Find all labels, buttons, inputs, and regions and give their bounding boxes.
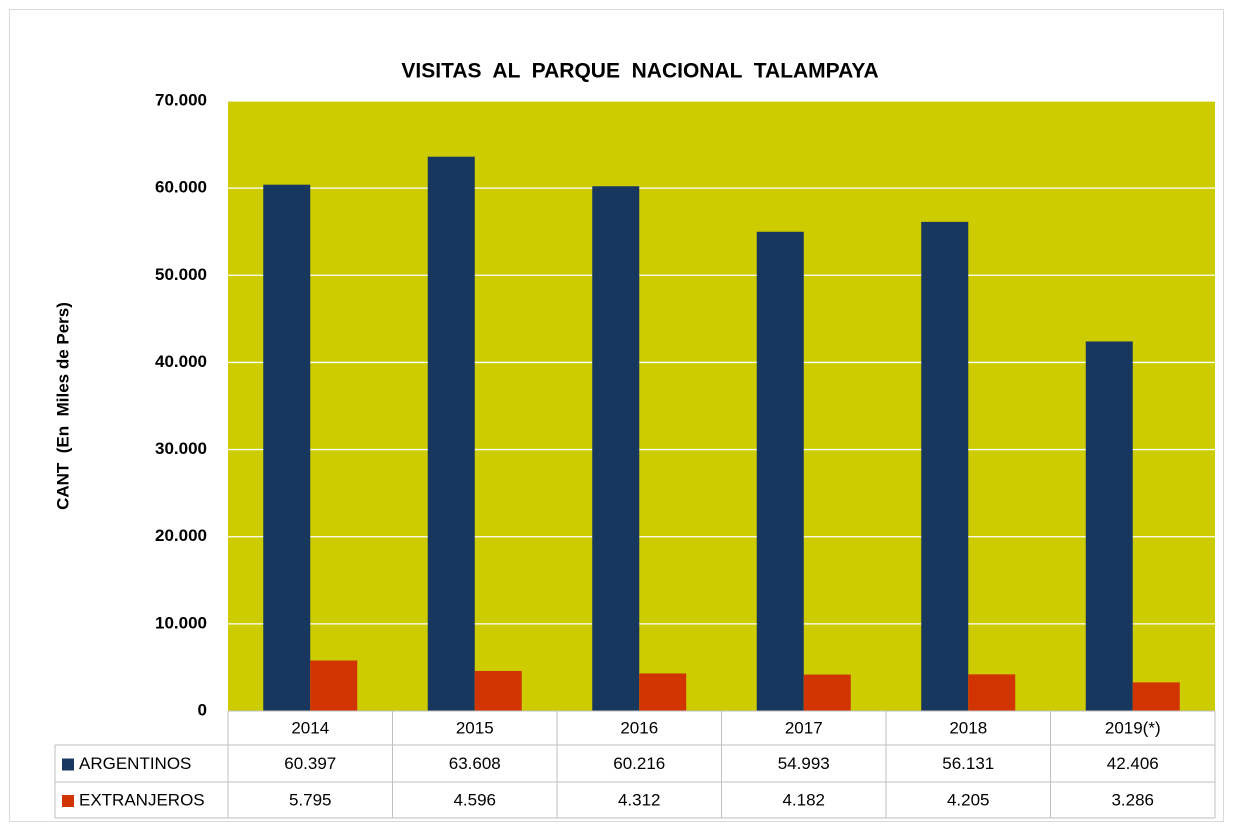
x-tick-label: 2018 (949, 718, 987, 737)
table-value: 54.993 (778, 754, 830, 773)
y-tick-label: 50.000 (155, 265, 207, 284)
table-value: 42.406 (1107, 754, 1159, 773)
y-tick-label: 30.000 (155, 439, 207, 458)
y-tick-label: 20.000 (155, 526, 207, 545)
chart-title: VISITAS AL PARQUE NACIONAL TALAMPAYA (401, 60, 878, 83)
legend-swatch (62, 795, 74, 807)
y-axis-label: CANT (En Miles de Pers) (53, 302, 72, 510)
bar (1132, 682, 1180, 711)
y-tick-label: 60.000 (155, 178, 207, 197)
bar (639, 673, 687, 711)
y-tick-label: 0 (198, 700, 207, 719)
x-tick-label: 2019(*) (1105, 718, 1161, 737)
x-tick-label: 2016 (620, 718, 658, 737)
bar (921, 221, 969, 711)
table-value: 56.131 (942, 754, 994, 773)
legend-swatch (62, 758, 74, 771)
bar (427, 156, 475, 711)
table-value: 5.795 (289, 790, 332, 809)
bar (310, 660, 358, 711)
x-tick-label: 2015 (456, 718, 494, 737)
legend-label: ARGENTINOS (79, 754, 191, 773)
table-value: 60.216 (613, 754, 665, 773)
table-value: 60.397 (284, 754, 336, 773)
bar (592, 186, 640, 712)
table-value: 63.608 (449, 754, 501, 773)
table-value: 3.286 (1111, 790, 1154, 809)
bar (968, 674, 1016, 711)
bar (756, 231, 804, 712)
table-value: 4.205 (947, 790, 990, 809)
bar (263, 184, 311, 711)
bar (1085, 341, 1133, 711)
y-tick-label: 10.000 (155, 613, 207, 632)
table-value: 4.596 (453, 790, 496, 809)
plot-area (228, 101, 1215, 711)
y-tick-label: 40.000 (155, 352, 207, 371)
x-tick-label: 2014 (291, 718, 329, 737)
y-tick-label: 70.000 (155, 90, 207, 109)
table-value: 4.182 (782, 790, 825, 809)
legend-label: EXTRANJEROS (79, 790, 205, 809)
table-value: 4.312 (618, 790, 661, 809)
bar (474, 670, 522, 711)
x-tick-label: 2017 (785, 718, 823, 737)
bar (803, 674, 851, 711)
